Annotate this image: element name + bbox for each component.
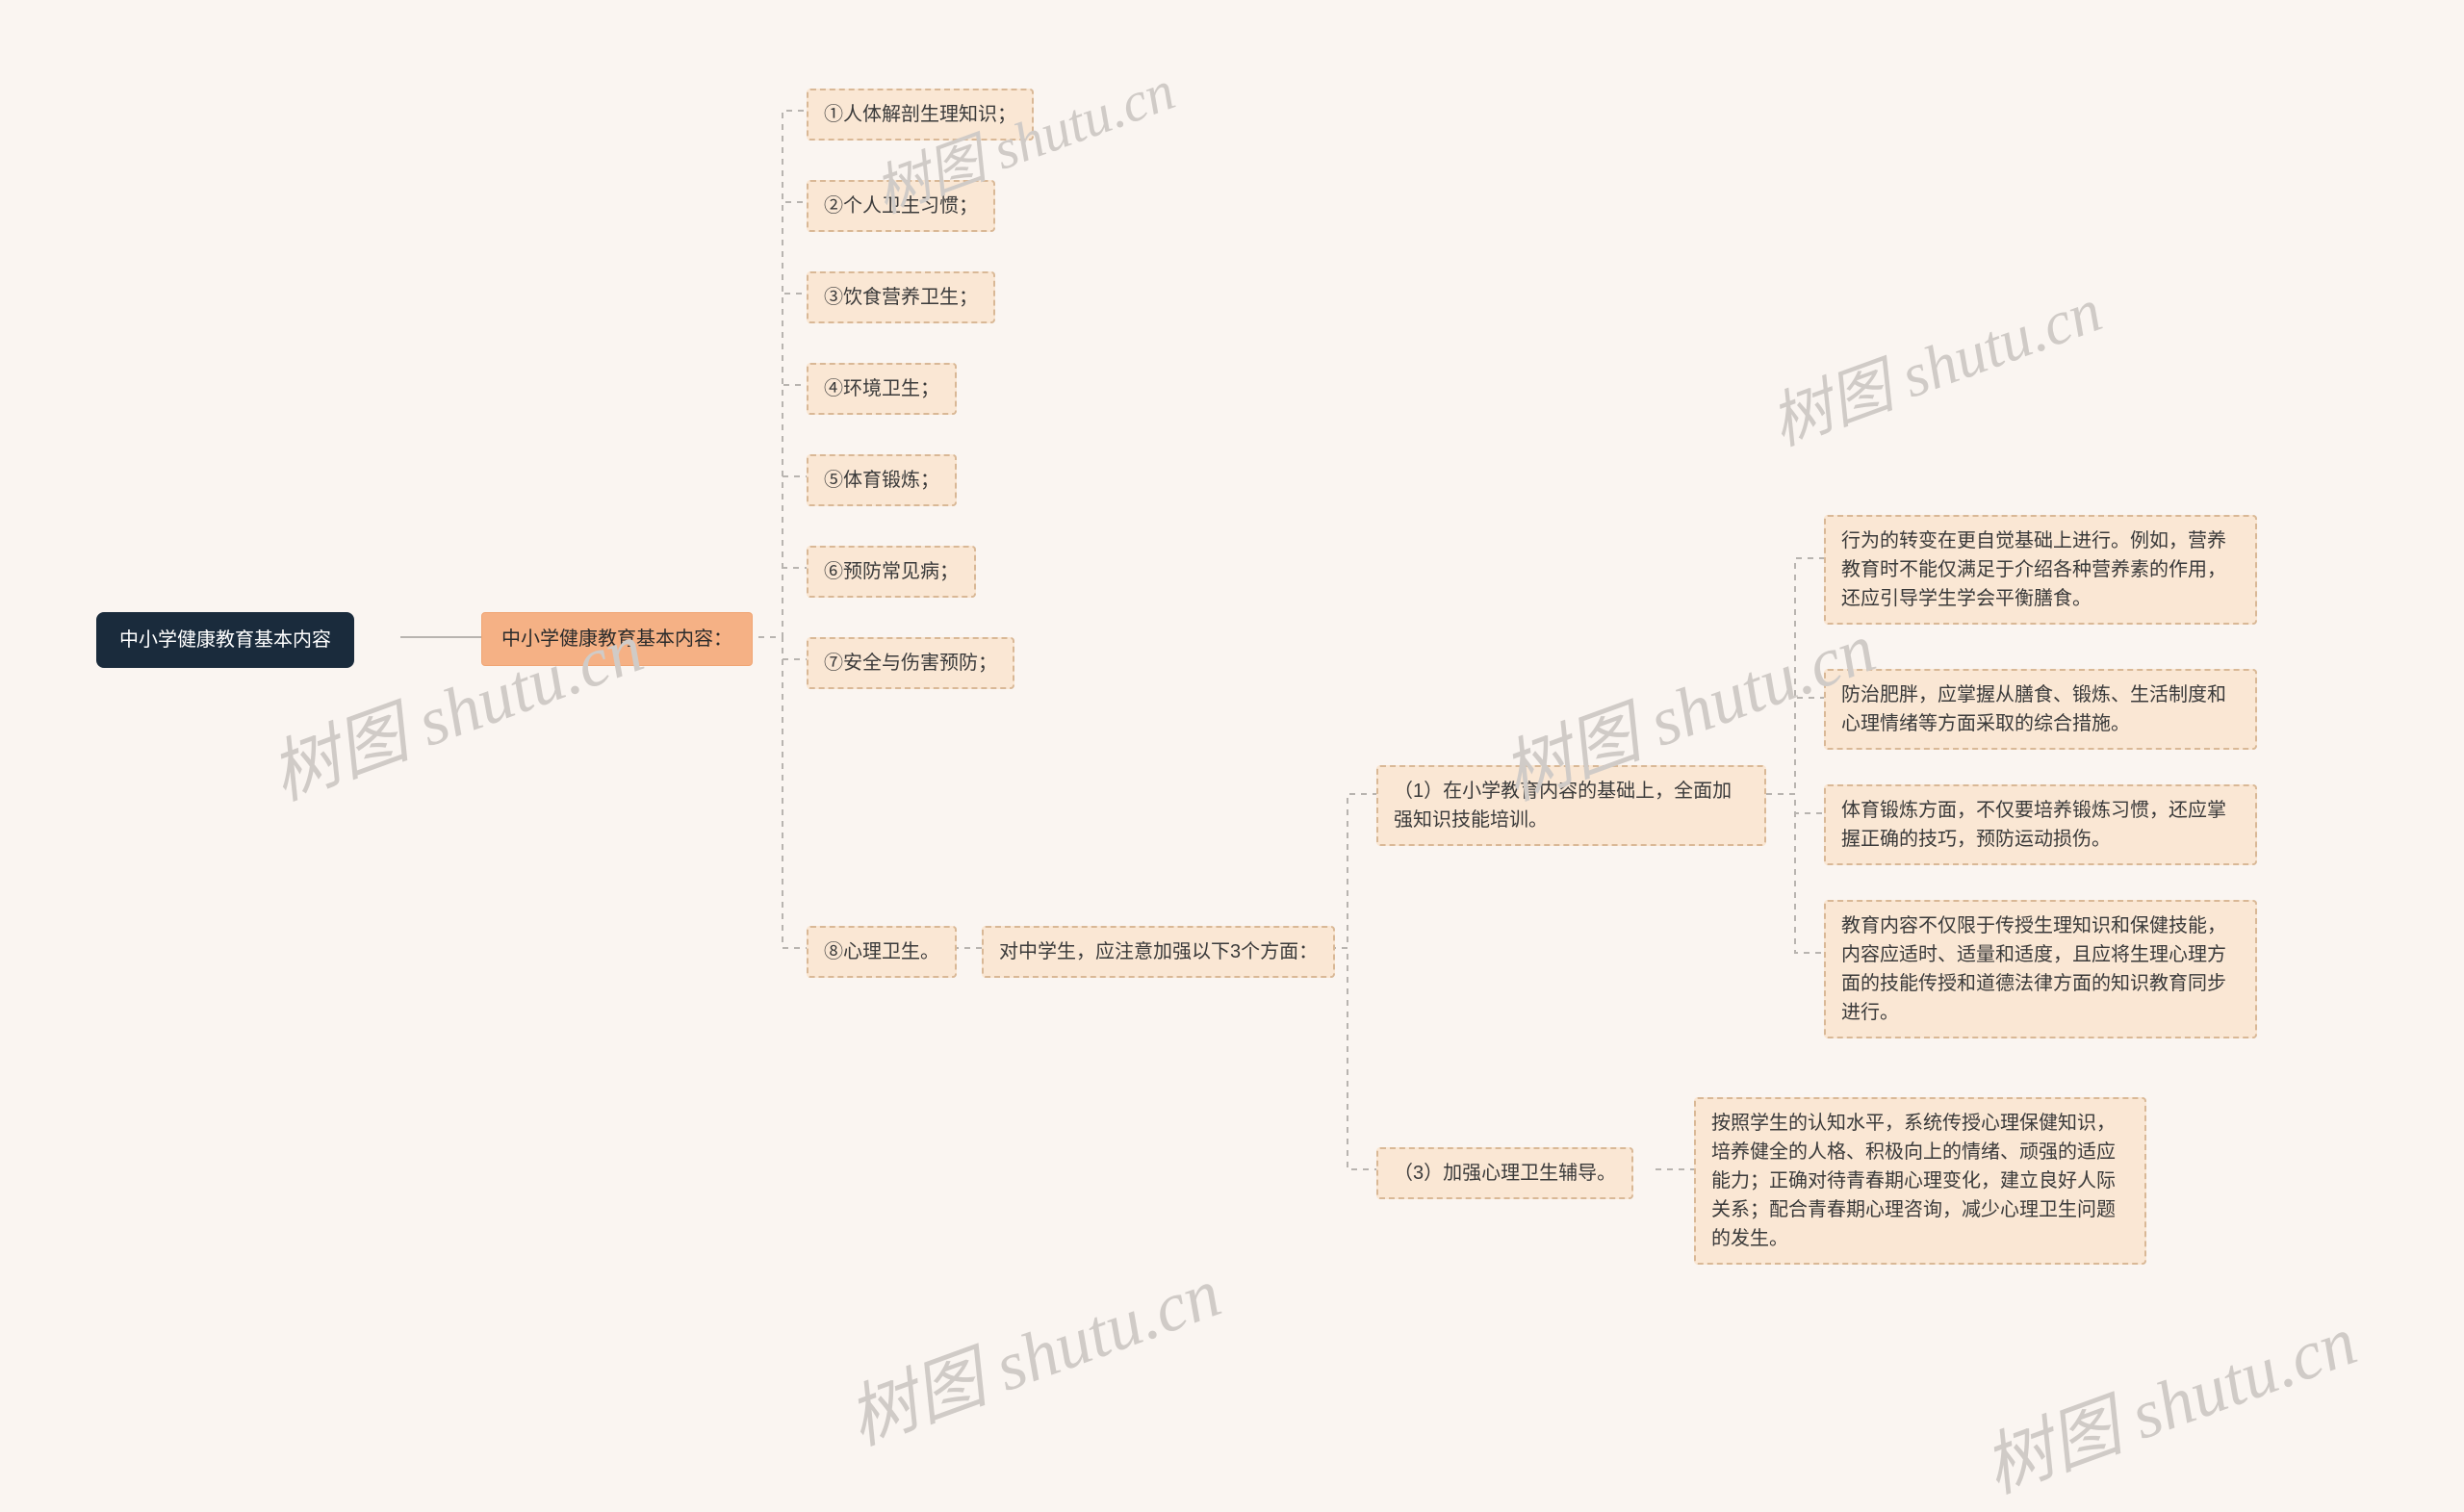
leaf-l2-1[interactable]: ①人体解剖生理知识； — [807, 89, 1034, 141]
leaf-l4-a[interactable]: （1）在小学教育内容的基础上，全面加强知识技能培训。 — [1376, 765, 1766, 846]
leaf-l2-6[interactable]: ⑥预防常见病； — [807, 546, 976, 598]
leaf-l5-3[interactable]: 体育锻炼方面，不仅要培养锻炼习惯，还应掌握正确的技巧，预防运动损伤。 — [1824, 784, 2257, 865]
leaf-label: ⑦安全与伤害预防； — [824, 653, 997, 674]
leaf-label: ④环境卫生； — [824, 378, 939, 399]
leaf-l4-b[interactable]: （3）加强心理卫生辅导。 — [1376, 1147, 1633, 1199]
branch-node[interactable]: 中小学健康教育基本内容： — [481, 612, 753, 666]
leaf-l3[interactable]: 对中学生，应注意加强以下3个方面： — [982, 926, 1335, 978]
leaf-l5-b[interactable]: 按照学生的认知水平，系统传授心理保健知识，培养健全的人格、积极向上的情绪、顽强的… — [1694, 1097, 2146, 1265]
leaf-label: 行为的转变在更自觉基础上进行。例如，营养教育时不能仅满足于介绍各种营养素的作用，… — [1841, 530, 2226, 609]
leaf-label: ⑤体育锻炼； — [824, 470, 939, 491]
leaf-label: 教育内容不仅限于传授生理知识和保健技能，内容应适时、适量和适度，且应将生理心理方… — [1841, 915, 2226, 1023]
root-label: 中小学健康教育基本内容 — [119, 629, 331, 651]
leaf-l2-3[interactable]: ③饮食营养卫生； — [807, 271, 995, 323]
leaf-l5-1[interactable]: 行为的转变在更自觉基础上进行。例如，营养教育时不能仅满足于介绍各种营养素的作用，… — [1824, 515, 2257, 625]
leaf-label: （3）加强心理卫生辅导。 — [1394, 1163, 1616, 1184]
leaf-l5-4[interactable]: 教育内容不仅限于传授生理知识和保健技能，内容应适时、适量和适度，且应将生理心理方… — [1824, 900, 2257, 1038]
leaf-label: ②个人卫生习惯； — [824, 195, 978, 217]
leaf-label: 对中学生，应注意加强以下3个方面： — [999, 941, 1318, 962]
branch-label: 中小学健康教育基本内容： — [501, 628, 732, 650]
leaf-label: 体育锻炼方面，不仅要培养锻炼习惯，还应掌握正确的技巧，预防运动损伤。 — [1841, 800, 2226, 850]
leaf-label: 按照学生的认知水平，系统传授心理保健知识，培养健全的人格、积极向上的情绪、顽强的… — [1711, 1113, 2116, 1249]
leaf-label: 防治肥胖，应掌握从膳食、锻炼、生活制度和心理情绪等方面采取的综合措施。 — [1841, 684, 2226, 734]
watermark: 树图 shutu.cn — [1757, 261, 2112, 462]
leaf-label: ③饮食营养卫生； — [824, 287, 978, 308]
leaf-label: ⑧心理卫生。 — [824, 941, 939, 962]
watermark: 树图 shutu.cn — [832, 1236, 1232, 1464]
leaf-label: ①人体解剖生理知识； — [824, 104, 1016, 125]
leaf-l2-8[interactable]: ⑧心理卫生。 — [807, 926, 957, 978]
leaf-label: ⑥预防常见病； — [824, 561, 959, 582]
mindmap-tree: 中小学健康教育基本内容 中小学健康教育基本内容： ①人体解剖生理知识； ②个人卫… — [0, 0, 2464, 1492]
leaf-l5-2[interactable]: 防治肥胖，应掌握从膳食、锻炼、生活制度和心理情绪等方面采取的综合措施。 — [1824, 669, 2257, 750]
watermark: 树图 shutu.cn — [1967, 1284, 2368, 1512]
leaf-l2-5[interactable]: ⑤体育锻炼； — [807, 454, 957, 506]
root-node[interactable]: 中小学健康教育基本内容 — [96, 612, 354, 668]
leaf-l2-4[interactable]: ④环境卫生； — [807, 363, 957, 415]
leaf-label: （1）在小学教育内容的基础上，全面加强知识技能培训。 — [1394, 781, 1732, 831]
leaf-l2-2[interactable]: ②个人卫生习惯； — [807, 180, 995, 232]
leaf-l2-7[interactable]: ⑦安全与伤害预防； — [807, 637, 1014, 689]
